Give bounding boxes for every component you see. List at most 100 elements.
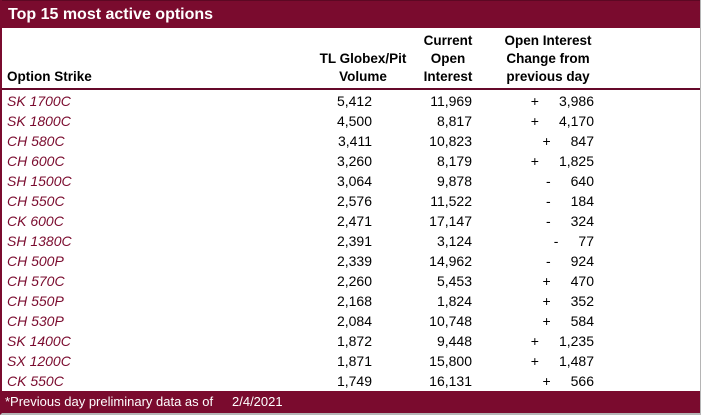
volume-cell: 1,872 <box>336 333 372 349</box>
volume-cell: 2,391 <box>336 233 372 249</box>
change-sign: + <box>530 333 539 349</box>
header-line: Change from <box>506 51 590 66</box>
table-row: CH 550C 2,576 11,522 - 184 <box>2 191 700 211</box>
change-sign: - <box>545 173 551 189</box>
change-value: 4,170 <box>558 113 594 129</box>
change-cell: +1,235 <box>472 331 594 351</box>
strike-cell: CH 550P <box>7 293 64 309</box>
change-value: 924 <box>570 253 594 269</box>
change-value: 470 <box>570 273 594 289</box>
open-interest-cell: 5,453 <box>436 273 472 289</box>
change-cell: +470 <box>472 271 594 291</box>
change-value: 77 <box>578 233 594 249</box>
strike-cell: SK 1400C <box>7 333 71 349</box>
table-row: CK 600C 2,471 17,147 - 324 <box>2 211 700 231</box>
change-sign: + <box>542 313 551 329</box>
footnote-date: 2/4/2021 <box>232 394 283 409</box>
change-value: 1,825 <box>558 153 594 169</box>
change-value: 3,986 <box>558 93 594 109</box>
change-cell: - 77 <box>472 231 594 251</box>
header-line: Interest <box>423 69 473 84</box>
change-value: 184 <box>570 193 594 209</box>
open-interest-cell: 9,878 <box>436 173 472 189</box>
footer-bar: *Previous day preliminary data as of 2/4… <box>2 391 700 413</box>
table-row: CH 580C 3,411 10,823 +847 <box>2 131 700 151</box>
change-value: 847 <box>570 133 594 149</box>
change-cell: - 640 <box>472 171 594 191</box>
change-sign: - <box>545 213 551 229</box>
strike-cell: SK 1800C <box>7 113 71 129</box>
strike-cell: CH 600C <box>7 153 65 169</box>
strike-cell: CH 530P <box>7 313 64 329</box>
change-sign: + <box>542 133 551 149</box>
change-value: 1,487 <box>558 353 594 369</box>
change-sign: - <box>545 193 551 209</box>
change-cell: - 924 <box>472 251 594 271</box>
column-header-open-interest: Current Open Interest <box>388 32 508 86</box>
change-cell: +847 <box>472 131 594 151</box>
volume-cell: 3,411 <box>338 133 372 149</box>
volume-cell: 2,339 <box>336 253 372 269</box>
footnote: *Previous day preliminary data as of <box>5 394 214 409</box>
change-cell: +4,170 <box>472 111 594 131</box>
table-row: CK 550C 1,749 16,131 +566 <box>2 371 700 391</box>
open-interest-cell: 3,124 <box>436 233 472 249</box>
strike-cell: CK 550C <box>7 373 64 389</box>
strike-cell: SX 1200C <box>7 353 71 369</box>
header-line: Volume <box>339 69 387 84</box>
volume-cell: 2,168 <box>336 293 372 309</box>
title-bar: Top 15 most active options <box>2 0 700 28</box>
open-interest-cell: 14,962 <box>429 253 472 269</box>
change-sign: + <box>530 93 539 109</box>
change-value: 640 <box>570 173 594 189</box>
strike-cell: CH 580C <box>7 133 65 149</box>
volume-cell: 2,260 <box>336 273 372 289</box>
change-cell: +1,487 <box>472 351 594 371</box>
change-cell: - 324 <box>472 211 594 231</box>
table-row: SK 1700C 5,412 11,969 +3,986 <box>2 91 700 111</box>
volume-cell: 2,471 <box>336 213 372 229</box>
change-value: 584 <box>570 313 594 329</box>
change-cell: +3,986 <box>472 91 594 111</box>
strike-cell: CH 500P <box>7 253 64 269</box>
change-cell: - 184 <box>472 191 594 211</box>
table-body: SK 1700C 5,412 11,969 +3,986 SK 1800C 4,… <box>2 90 700 391</box>
header-line: Open <box>430 51 466 66</box>
open-interest-cell: 17,147 <box>429 213 472 229</box>
change-cell: +584 <box>472 311 594 331</box>
column-header-option-strike: Option Strike <box>7 69 92 84</box>
header-line: previous day <box>506 69 590 84</box>
change-value: 324 <box>570 213 594 229</box>
strike-cell: CH 550C <box>7 193 65 209</box>
open-interest-cell: 10,748 <box>429 313 472 329</box>
open-interest-cell: 11,969 <box>430 93 472 109</box>
page-title: Top 15 most active options <box>8 5 214 23</box>
open-interest-cell: 11,522 <box>430 193 472 209</box>
change-value: 566 <box>570 373 594 389</box>
strike-cell: CK 600C <box>7 213 64 229</box>
volume-cell: 3,260 <box>336 153 372 169</box>
column-header-volume: TL Globex/Pit Volume <box>288 50 438 86</box>
open-interest-cell: 9,448 <box>436 333 472 349</box>
change-value: 352 <box>570 293 594 309</box>
table-row: SK 1400C 1,872 9,448 +1,235 <box>2 331 700 351</box>
strike-cell: SK 1700C <box>7 93 71 109</box>
open-interest-cell: 8,179 <box>436 153 472 169</box>
table-row: CH 530P 2,084 10,748 +584 <box>2 311 700 331</box>
open-interest-cell: 10,823 <box>429 133 472 149</box>
change-cell: +566 <box>472 371 594 391</box>
volume-cell: 2,576 <box>336 193 372 209</box>
change-cell: +352 <box>472 291 594 311</box>
volume-cell: 3,064 <box>336 173 372 189</box>
change-sign: + <box>530 353 539 369</box>
table-row: SH 1500C 3,064 9,878 - 640 <box>2 171 700 191</box>
change-value: 1,235 <box>558 333 594 349</box>
open-interest-cell: 16,131 <box>429 373 472 389</box>
header-line: Current <box>423 33 473 48</box>
change-sign: + <box>530 113 539 129</box>
change-cell: +1,825 <box>472 151 594 171</box>
change-sign: + <box>542 293 551 309</box>
volume-cell: 5,412 <box>336 93 372 109</box>
table-row: SX 1200C 1,871 15,800 +1,487 <box>2 351 700 371</box>
